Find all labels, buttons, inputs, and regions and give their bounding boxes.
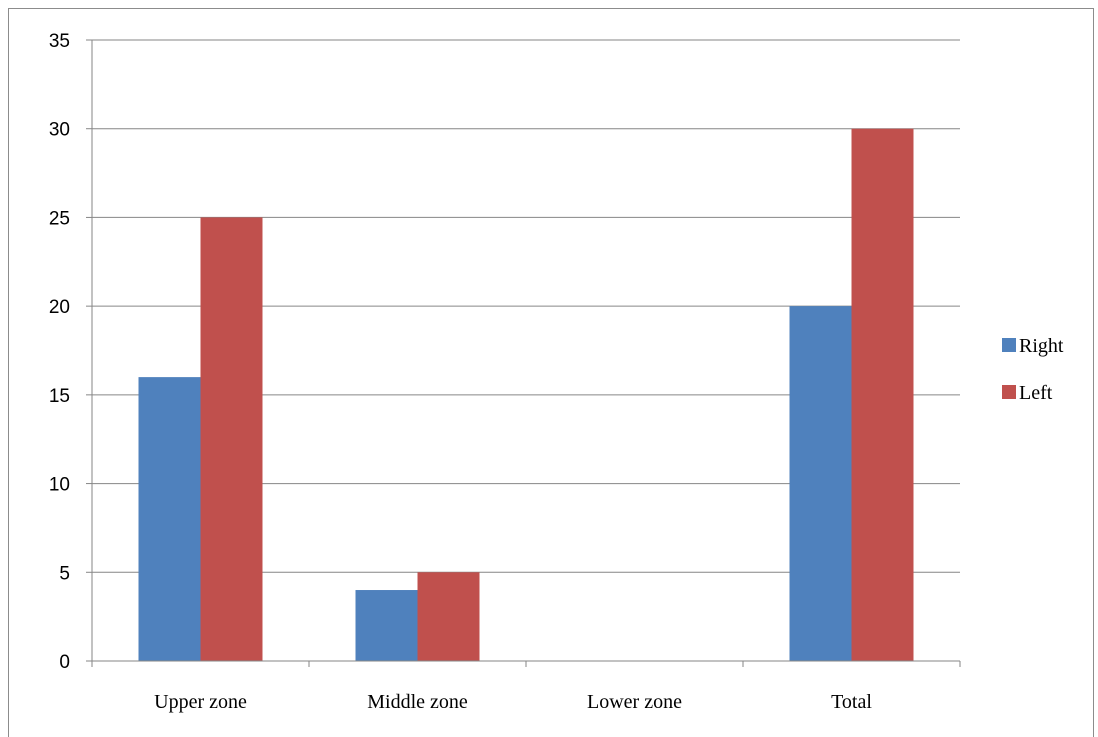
y-tick-label: 30 xyxy=(49,120,70,141)
y-tick-label: 35 xyxy=(49,31,70,52)
y-tick-label: 20 xyxy=(49,297,70,318)
axes xyxy=(86,39,961,667)
y-tick-label: 25 xyxy=(49,208,70,229)
bars xyxy=(138,128,914,661)
y-tick-label: 15 xyxy=(49,386,70,407)
x-axis-tick-labels: Upper zone Middle zone Lower zone Total xyxy=(154,691,872,713)
bar-right-upper-zone xyxy=(138,377,201,661)
x-tick-label: Upper zone xyxy=(154,691,247,713)
y-tick-label: 5 xyxy=(59,563,70,584)
legend-swatch-left xyxy=(1002,385,1016,399)
bar-left-upper-zone xyxy=(200,217,263,661)
bar-left-middle-zone xyxy=(417,572,480,661)
legend-swatch-right xyxy=(1002,338,1016,352)
legend-label-left: Left xyxy=(1019,382,1053,404)
x-tick-label: Lower zone xyxy=(587,691,682,713)
bar-right-total xyxy=(789,306,852,661)
y-axis-tick-labels: 0 5 10 15 20 25 30 35 xyxy=(49,31,70,673)
y-tick-label: 0 xyxy=(59,652,70,673)
bar-left-total xyxy=(851,128,914,661)
bar-right-middle-zone xyxy=(355,590,418,661)
legend: Right Left xyxy=(1002,335,1064,404)
x-tick-label: Middle zone xyxy=(367,691,468,713)
x-tick-label: Total xyxy=(831,691,872,713)
y-tick-label: 10 xyxy=(49,475,70,496)
legend-label-right: Right xyxy=(1019,335,1064,357)
